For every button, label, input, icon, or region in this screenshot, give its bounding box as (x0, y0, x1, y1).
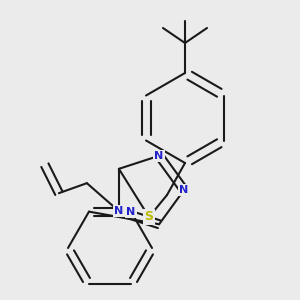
Text: N: N (179, 185, 189, 195)
Text: N: N (126, 207, 136, 217)
Text: N: N (114, 206, 124, 216)
Text: S: S (145, 211, 154, 224)
Text: N: N (154, 151, 164, 161)
